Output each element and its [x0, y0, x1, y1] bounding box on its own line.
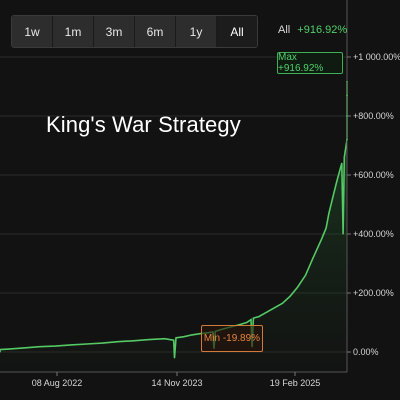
- y-tick-label: +200.00%: [353, 288, 394, 298]
- data-point: [173, 357, 176, 359]
- data-point: [250, 319, 252, 321]
- x-tick-label: 14 Nov 2023: [151, 378, 202, 388]
- range-selector: 1w 1m 3m 6m 1y All: [11, 15, 258, 48]
- data-point: [346, 139, 348, 141]
- range-button-1m[interactable]: 1m: [53, 16, 94, 47]
- data-point: [38, 346, 41, 348]
- range-button-3m[interactable]: 3m: [94, 16, 135, 47]
- data-point: [54, 345, 56, 347]
- data-point: [342, 233, 344, 235]
- data-point: [346, 80, 348, 83]
- range-button-1y[interactable]: 1y: [176, 16, 217, 47]
- data-point: [346, 94, 348, 96]
- data-point: [101, 342, 104, 344]
- data-point: [0, 350, 1, 352]
- data-point: [289, 295, 291, 297]
- data-point: [252, 317, 254, 319]
- x-tick-label: 08 Aug 2022: [32, 378, 83, 388]
- data-point: [86, 343, 88, 345]
- data-point: [173, 339, 175, 341]
- data-point: [304, 274, 307, 276]
- data-point: [331, 198, 334, 200]
- data-point: [117, 341, 119, 343]
- data-point: [312, 257, 314, 259]
- data-point: [258, 316, 260, 318]
- data-point: [281, 302, 283, 304]
- x-axis-ticks: 08 Aug 2022 14 Nov 2023 19 Feb 2025: [32, 372, 321, 388]
- data-point: [191, 334, 193, 336]
- data-point: [341, 162, 343, 164]
- data-point: [0, 349, 1, 351]
- y-tick-label: 0.00%: [353, 347, 379, 357]
- x-tick-label: 19 Feb 2025: [270, 378, 321, 388]
- data-point: [70, 344, 72, 346]
- series-area: [0, 81, 347, 372]
- data-point: [336, 180, 338, 182]
- range-button-1w[interactable]: 1w: [12, 16, 53, 47]
- data-point: [148, 339, 150, 341]
- data-point: [199, 333, 201, 335]
- data-point: [297, 286, 299, 288]
- y-tick-label: +600.00%: [353, 170, 394, 180]
- data-point: [0, 351, 1, 353]
- data-point: [343, 156, 345, 158]
- y-tick-label: +800.00%: [353, 111, 394, 121]
- data-point: [23, 347, 25, 349]
- y-axis-ticks: +1 000.00% +800.00% +600.00% +400.00% +200.0…: [347, 52, 400, 357]
- data-point: [8, 348, 10, 350]
- data-point: [320, 239, 322, 241]
- y-tick-label: +400.00%: [353, 229, 394, 239]
- data-point: [132, 340, 134, 342]
- range-button-6m[interactable]: 6m: [135, 16, 176, 47]
- chart-title: King's War Strategy: [46, 112, 241, 137]
- data-point: [328, 212, 330, 214]
- data-point: [266, 311, 268, 313]
- max-badge: Max +916.92%: [277, 52, 343, 74]
- data-point: [273, 307, 275, 309]
- data-point: [325, 227, 327, 229]
- performance-summary: All +916.92%: [278, 24, 347, 36]
- summary-label: All: [278, 24, 291, 36]
- range-button-all[interactable]: All: [217, 16, 257, 47]
- summary-value: +916.92%: [297, 24, 348, 36]
- data-point: [164, 338, 166, 340]
- data-point: [246, 321, 248, 324]
- y-tick-label: +1 000.00%: [353, 52, 400, 62]
- data-point: [346, 115, 348, 117]
- data-point: [183, 336, 185, 338]
- min-badge: Min -19.89%: [201, 325, 263, 352]
- data-point: [175, 337, 177, 339]
